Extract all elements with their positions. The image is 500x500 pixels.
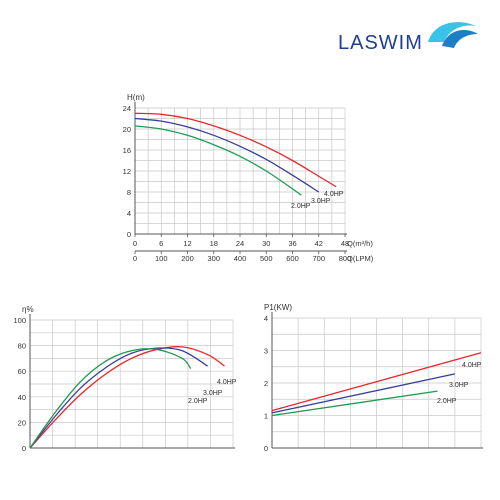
- logo-wave-icon: [428, 22, 476, 42]
- series-label: 2.0HP: [437, 398, 457, 405]
- y-tick-label: 12: [123, 167, 131, 176]
- series-label: 2.0HP: [188, 398, 208, 405]
- y-tick-label: 3: [264, 347, 268, 356]
- y-tick-label: 1: [264, 412, 268, 421]
- laswim-logo: [428, 22, 478, 48]
- x-axis-label: Q(m³/h): [347, 239, 373, 248]
- y-tick-label: 4: [264, 314, 268, 323]
- grid: [134, 107, 346, 235]
- grid: [271, 317, 482, 449]
- series-label: 2.0HP: [291, 203, 311, 210]
- series-label: 3.0HP: [449, 382, 469, 389]
- y-tick-label: 0: [264, 444, 268, 453]
- x-tick-label: 48: [341, 239, 349, 248]
- series-label: 4.0HP: [217, 379, 237, 386]
- series-line-2-0hp: [134, 125, 302, 196]
- y-tick-label: 80: [18, 342, 26, 351]
- y-axis-label: P1(KW): [264, 303, 292, 312]
- x2-tick-label: 600: [286, 254, 299, 263]
- series-line-3-0hp: [271, 373, 456, 414]
- x2-tick-label: 700: [312, 254, 325, 263]
- y-axis-label: H(m): [127, 93, 145, 102]
- y-tick-label: 2: [264, 379, 268, 388]
- series-line-4-0hp: [271, 352, 482, 412]
- x2-axis-label: Q(LPM): [347, 254, 374, 263]
- series-label: 3.0HP: [203, 390, 223, 397]
- x2-tick-label: 500: [260, 254, 273, 263]
- y-tick-label: 40: [18, 393, 26, 402]
- y-tick-label: 24: [123, 104, 131, 113]
- series-line-4-0hp: [134, 112, 337, 188]
- y-axis-label: η%: [22, 305, 34, 314]
- y-tick-label: 0: [22, 444, 26, 453]
- series-label: 3.0HP: [311, 198, 331, 205]
- y-tick-label: 60: [18, 367, 26, 376]
- y-tick-label: 0: [127, 230, 131, 239]
- x-tick-label: 42: [315, 239, 323, 248]
- series-line-2-0hp: [29, 348, 192, 449]
- x2-tick-label: 200: [181, 254, 194, 263]
- x-tick-label: 36: [288, 239, 296, 248]
- y-tick-label: 20: [123, 125, 131, 134]
- y-tick-label: 20: [18, 418, 26, 427]
- x-tick-label: 18: [210, 239, 218, 248]
- x2-tick-label: 0: [133, 254, 137, 263]
- y-tick-label: 8: [127, 188, 131, 197]
- x2-tick-label: 400: [234, 254, 247, 263]
- series-line-2-0hp: [271, 390, 438, 417]
- y-tick-label: 4: [127, 209, 131, 218]
- logo-wave-icon-dark: [442, 30, 478, 48]
- x-tick-label: 6: [159, 239, 163, 248]
- y-tick-label: 16: [123, 146, 131, 155]
- x2-tick-label: 800: [339, 254, 352, 263]
- brand-name: LASWIM: [338, 32, 423, 54]
- series-line-4-0hp: [29, 346, 225, 449]
- x-tick-label: 24: [236, 239, 244, 248]
- x-tick-label: 30: [262, 239, 270, 248]
- x2-tick-label: 300: [207, 254, 220, 263]
- x2-tick-label: 100: [155, 254, 168, 263]
- x-tick-label: 0: [133, 239, 137, 248]
- y-tick-label: 100: [13, 316, 26, 325]
- series-label: 4.0HP: [462, 362, 482, 369]
- series-line-3-0hp: [134, 117, 320, 193]
- series-label: 4.0HP: [324, 191, 344, 198]
- series-line-3-0hp: [29, 347, 208, 449]
- x-tick-label: 12: [183, 239, 191, 248]
